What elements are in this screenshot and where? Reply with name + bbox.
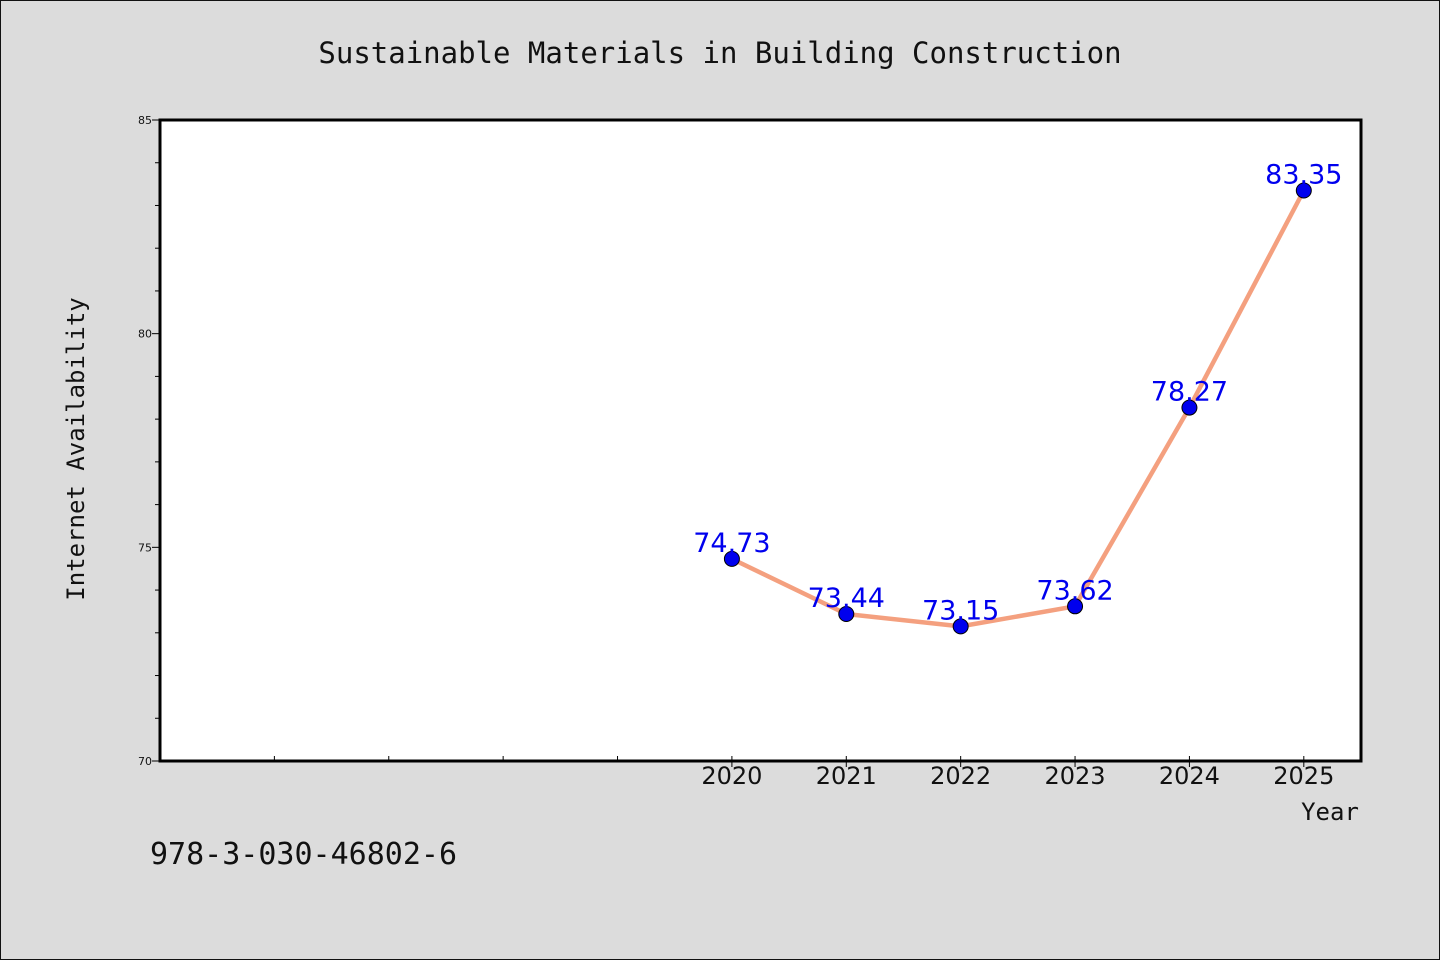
data-label: 73.44: [808, 583, 885, 614]
data-label: 83.35: [1265, 160, 1342, 191]
data-point: [723, 550, 740, 567]
x-tick-label: 2024: [1159, 762, 1220, 790]
x-axis-label: Year: [1301, 798, 1359, 826]
data-label: 78.27: [1151, 377, 1228, 408]
x-tick-label: 2022: [930, 762, 991, 790]
data-label: 73.62: [1036, 575, 1113, 606]
y-tick-label: 80: [138, 328, 152, 341]
data-point: [952, 618, 969, 635]
isbn-text: 978-3-030-46802-6: [150, 837, 457, 872]
y-axis-label: Internet Availability: [62, 297, 90, 600]
series-internet-availability: [723, 182, 1312, 635]
x-tick-label: 2023: [1045, 762, 1106, 790]
plot-frame: [158, 118, 1363, 763]
data-point: [1067, 598, 1084, 615]
x-axis-ticks: 2020 2021 2022 2023 2024 2025: [701, 761, 1334, 790]
x-tick-label: 2025: [1273, 762, 1334, 790]
y-tick-label: 70: [138, 755, 152, 768]
series-line: [729, 188, 1307, 629]
x-tick-label: 2021: [816, 762, 877, 790]
data-label: 74.73: [693, 528, 770, 559]
plot-area: [160, 120, 1361, 761]
y-axis-ticks: 70 75 80 85: [138, 114, 160, 768]
data-point: [1181, 399, 1198, 416]
y-tick-label: 85: [138, 114, 152, 127]
data-point: [1295, 182, 1312, 199]
x-tick-label: 2020: [701, 762, 762, 790]
chart-title: Sustainable Materials in Building Constr…: [318, 36, 1121, 70]
y-tick-label: 75: [138, 541, 152, 554]
data-label: 73.15: [922, 595, 999, 626]
data-labels: 74.73 73.44 73.15 73.62 78.27 83.35: [693, 160, 1342, 627]
data-point: [838, 605, 855, 622]
